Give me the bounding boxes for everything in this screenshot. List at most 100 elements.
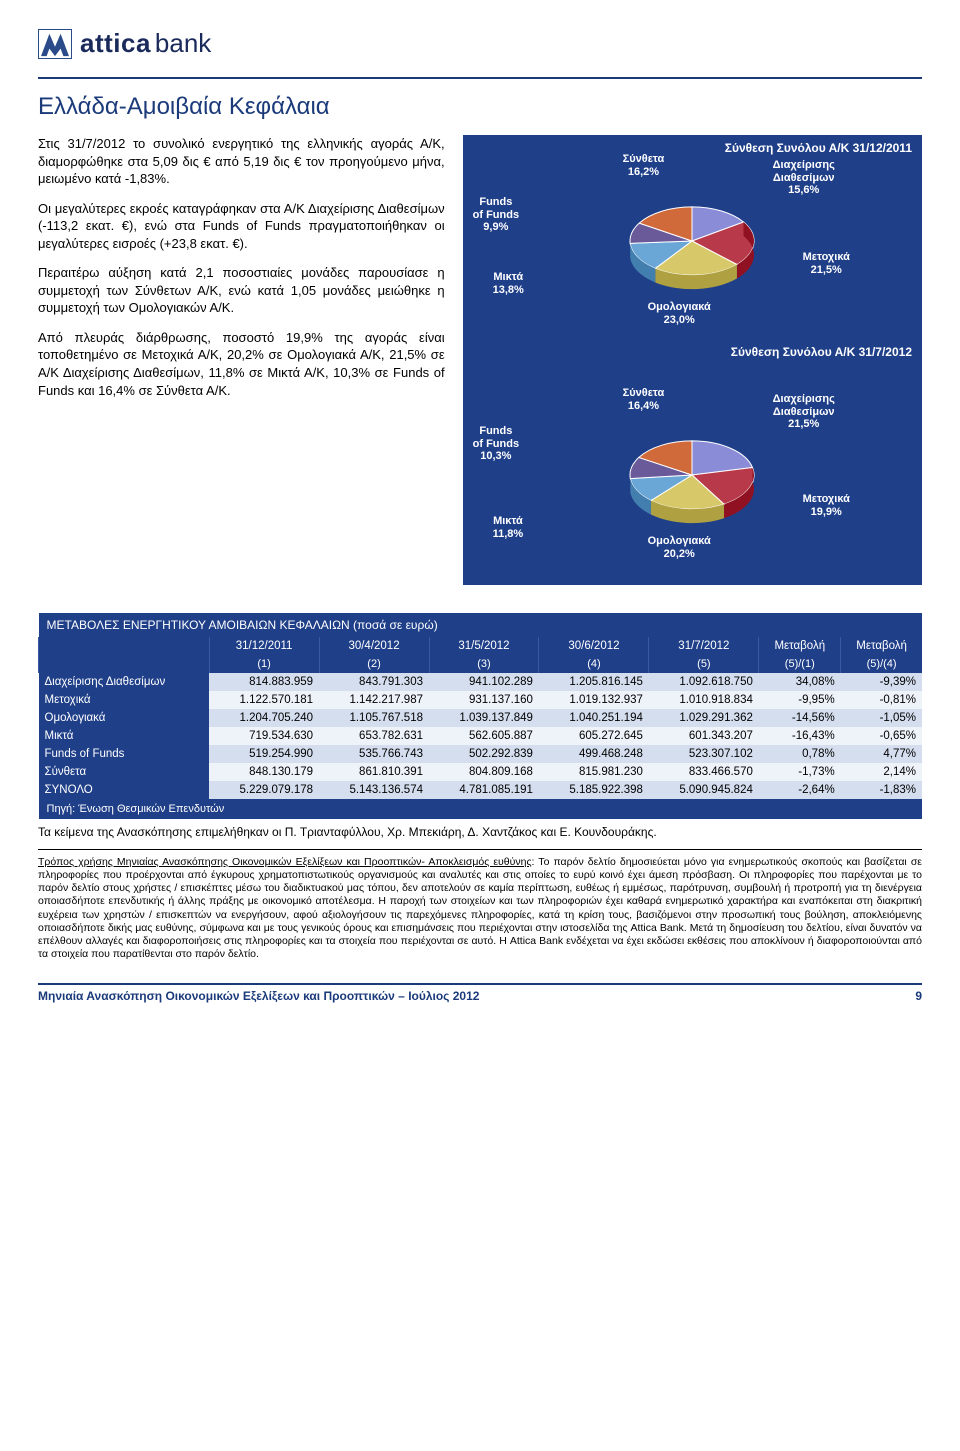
table-row-label: Μετοχικά (39, 691, 210, 709)
table-row-label: Διαχείρισης Διαθεσίμων (39, 673, 210, 691)
table-cell: 502.292.839 (429, 745, 539, 763)
table-cell: 1.142.217.987 (319, 691, 429, 709)
pie-slice-label: Μετοχικά21,5% (803, 251, 850, 276)
table-cell: 601.343.207 (649, 727, 759, 745)
table-col-subheader: (5)/(4) (841, 655, 922, 673)
table-cell: 861.810.391 (319, 763, 429, 781)
table-row: Διαχείρισης Διαθεσίμων814.883.959843.791… (39, 673, 923, 691)
table-cell: 1.019.132.937 (539, 691, 649, 709)
divider-top (38, 77, 922, 79)
table-row: Μετοχικά1.122.570.1811.142.217.987931.13… (39, 691, 923, 709)
pie-slice-label: Fundsof Funds9,9% (473, 196, 519, 234)
table-cell: 5.090.945.824 (649, 781, 759, 799)
table-cell: -0,81% (841, 691, 922, 709)
table-cell: 804.809.168 (429, 763, 539, 781)
paragraph-3: Περαιτέρω αύξηση κατά 2,1 ποσοστιαίες μο… (38, 264, 445, 317)
disclaimer-body: : Το παρόν δελτίο δημοσιεύεται μόνο για … (38, 856, 922, 960)
table-cell: 523.307.102 (649, 745, 759, 763)
assets-table: ΜΕΤΑΒΟΛΕΣ ΕΝΕΡΓΗΤΙΚΟΥ ΑΜΟΙΒΑΙΩΝ ΚΕΦΑΛΑΙΩ… (38, 613, 922, 819)
pie-slice-label: Μικτά13,8% (493, 271, 524, 296)
table-row-label: Ομολογιακά (39, 709, 210, 727)
table-cell: -0,65% (841, 727, 922, 745)
table-cell: 605.272.645 (539, 727, 649, 745)
table-row-label: ΣΥΝΟΛΟ (39, 781, 210, 799)
pie-slice-label: Μετοχικά19,9% (803, 493, 850, 518)
table-cell: 34,08% (759, 673, 841, 691)
table-col-subheader: (5)/(1) (759, 655, 841, 673)
table-cell: 2,14% (841, 763, 922, 781)
paragraph-1: Στις 31/7/2012 το συνολικό ενεργητικό τη… (38, 135, 445, 188)
logo: attica bank (38, 28, 922, 59)
table-cell: 1.122.570.181 (209, 691, 319, 709)
table-cell: -9,39% (841, 673, 922, 691)
table-cell: 5.143.136.574 (319, 781, 429, 799)
table-col-header: 30/6/2012 (539, 637, 649, 655)
table-cell: 499.468.248 (539, 745, 649, 763)
table-col-header: Μεταβολή (841, 637, 922, 655)
table-cell: -2,64% (759, 781, 841, 799)
table-row-label: Μικτά (39, 727, 210, 745)
table-col-subheader (39, 655, 210, 673)
table-cell: 941.102.289 (429, 673, 539, 691)
table-cell: 815.981.230 (539, 763, 649, 781)
disclaimer-text: Τρόπος χρήσης Μηνιαίας Ανασκόπησης Οικον… (38, 849, 922, 961)
table-row-label: Funds of Funds (39, 745, 210, 763)
pie-slice-label: Σύνθετα16,4% (623, 387, 665, 412)
table-cell: 4.781.085.191 (429, 781, 539, 799)
table-col-header: 31/5/2012 (429, 637, 539, 655)
disclaimer-title: Τρόπος χρήσης Μηνιαίας Ανασκόπησης Οικον… (38, 856, 532, 868)
table-cell: -9,95% (759, 691, 841, 709)
table-cell: 833.466.570 (649, 763, 759, 781)
table-cell: 719.534.630 (209, 727, 319, 745)
table-source: Πηγή: Ένωση Θεσμικών Επενδυτών (39, 799, 923, 819)
table-cell: 5.229.079.178 (209, 781, 319, 799)
logo-text-attica: attica (80, 28, 151, 59)
table-row: Funds of Funds519.254.990535.766.743502.… (39, 745, 923, 763)
table-cell: 843.791.303 (319, 673, 429, 691)
paragraph-4: Από πλευράς διάρθρωσης, ποσοστό 19,9% τη… (38, 329, 445, 399)
table-cell: 1.205.816.145 (539, 673, 649, 691)
table-cell: 1.092.618.750 (649, 673, 759, 691)
table-cell: 653.782.631 (319, 727, 429, 745)
pie-slice-label: ΔιαχείρισηςΔιαθεσίμων21,5% (773, 393, 835, 431)
table-cell: 1.105.767.518 (319, 709, 429, 727)
table-cell: -16,43% (759, 727, 841, 745)
credits-text: Τα κείμενα της Ανασκόπησης επιμελήθηκαν … (38, 825, 922, 839)
table-cell: 0,78% (759, 745, 841, 763)
table-cell: 4,77% (841, 745, 922, 763)
table-col-subheader: (1) (209, 655, 319, 673)
pie-slice-label: Σύνθετα16,2% (623, 153, 665, 178)
logo-text-bank: bank (155, 28, 211, 59)
pie-slice-label: Μικτά11,8% (493, 515, 524, 540)
pie-slice-label: Ομολογιακά20,2% (648, 535, 711, 560)
table-cell: 1.029.291.362 (649, 709, 759, 727)
page-title: Ελλάδα-Αμοιβαία Κεφάλαια (38, 93, 922, 121)
table-col-subheader: (5) (649, 655, 759, 673)
footer-left: Μηνιαία Ανασκόπηση Οικονομικών Εξελίξεων… (38, 989, 479, 1003)
pie-chart-2012: ΔιαχείρισηςΔιαθεσίμων21,5% Μετοχικά19,9% Ο… (463, 369, 922, 585)
table-row: Μικτά719.534.630653.782.631562.605.88760… (39, 727, 923, 745)
table-cell: 1.039.137.849 (429, 709, 539, 727)
paragraph-2: Οι μεγαλύτερες εκροές καταγράφηκαν στα Α… (38, 200, 445, 253)
table-cell: 1.204.705.240 (209, 709, 319, 727)
pie-chart-2011: Σύνθεση Συνόλου Α/Κ 31/12/2011 Διαχείρισ… (463, 135, 922, 369)
pie-chart-2012-title: Σύνθεση Συνόλου Α/Κ 31/7/2012 (473, 345, 912, 359)
table-col-header: Μεταβολή (759, 637, 841, 655)
table-cell: 535.766.743 (319, 745, 429, 763)
pie-slice-label: Fundsof Funds10,3% (473, 425, 519, 463)
table-col-subheader: (2) (319, 655, 429, 673)
table-cell: 562.605.887 (429, 727, 539, 745)
table-row: Ομολογιακά1.204.705.2401.105.767.5181.03… (39, 709, 923, 727)
table-cell: 5.185.922.398 (539, 781, 649, 799)
logo-mark-icon (38, 29, 72, 59)
table-cell: 848.130.179 (209, 763, 319, 781)
table-cell: 519.254.990 (209, 745, 319, 763)
pie-slice-label: ΔιαχείρισηςΔιαθεσίμων15,6% (773, 159, 835, 197)
table-cell: -1,05% (841, 709, 922, 727)
table-cell: 1.040.251.194 (539, 709, 649, 727)
footer-page-number: 9 (915, 989, 922, 1003)
table-row-label: Σύνθετα (39, 763, 210, 781)
table-cell: -14,56% (759, 709, 841, 727)
table-cell: -1,73% (759, 763, 841, 781)
table-title: ΜΕΤΑΒΟΛΕΣ ΕΝΕΡΓΗΤΙΚΟΥ ΑΜΟΙΒΑΙΩΝ ΚΕΦΑΛΑΙΩ… (39, 613, 923, 637)
